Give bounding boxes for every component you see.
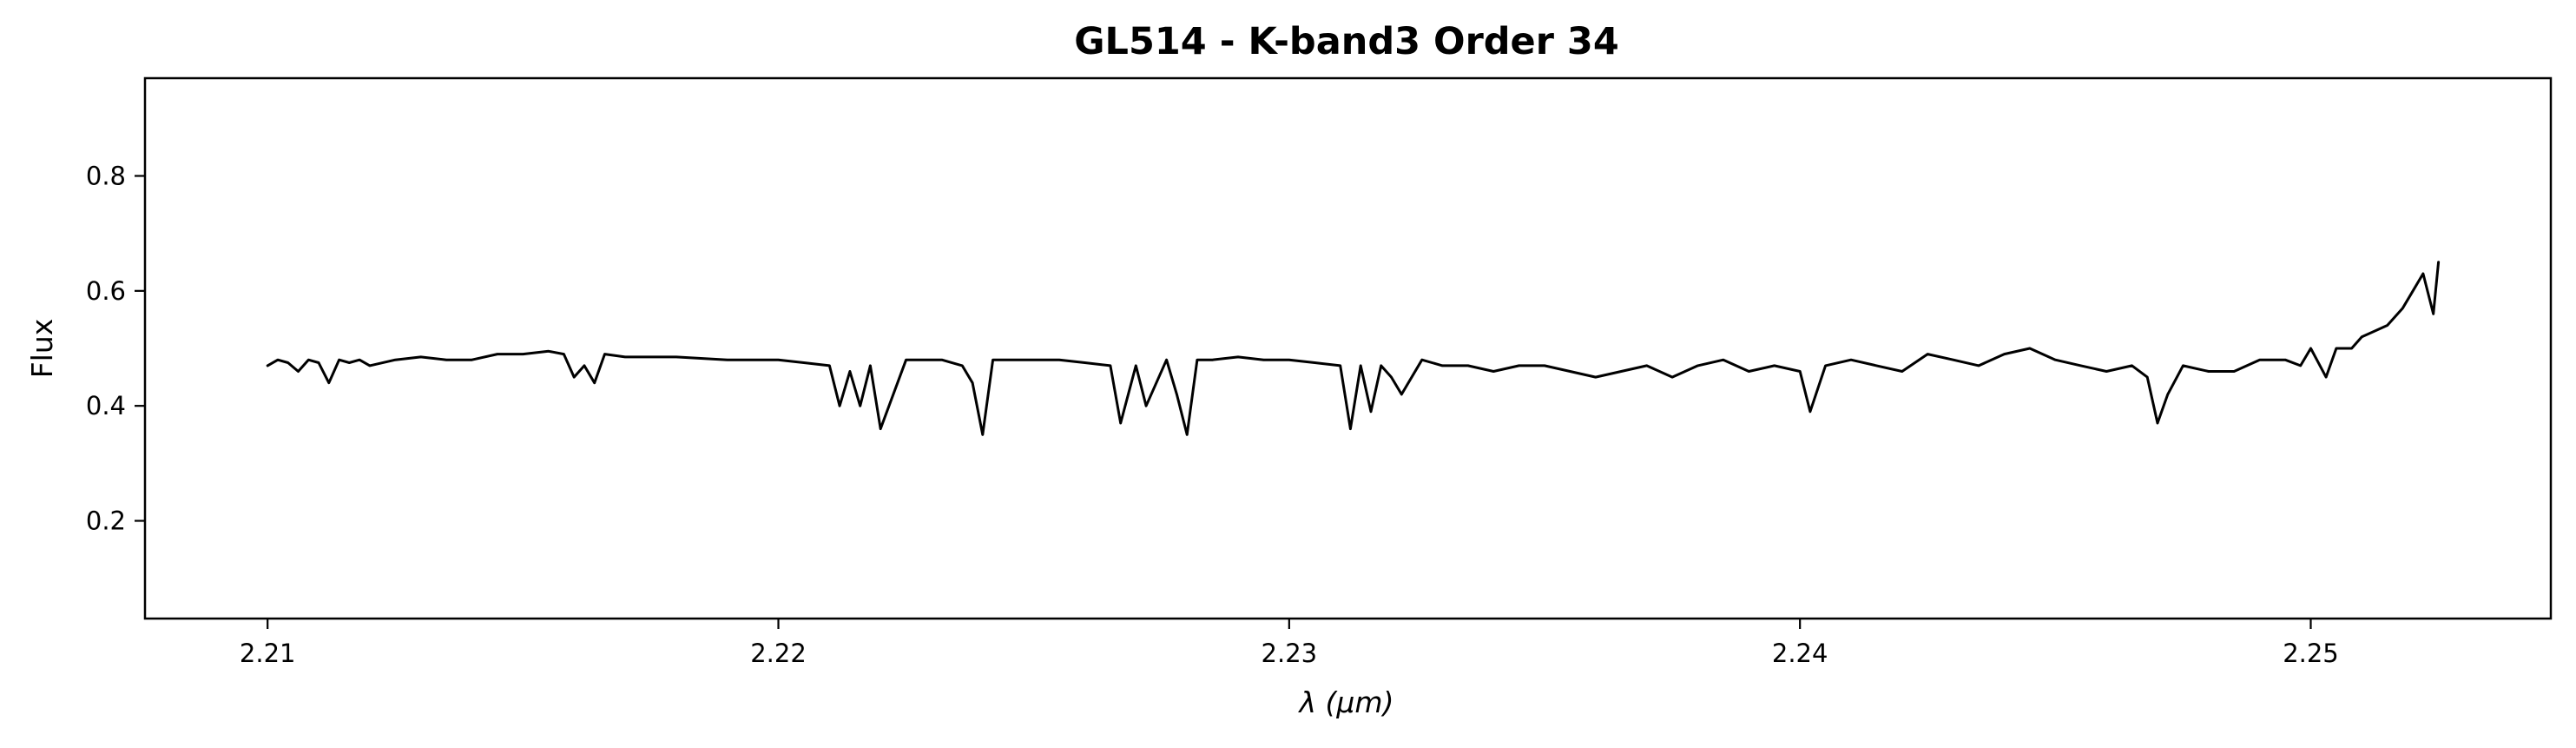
y-tick-label: 0.2 [86,506,126,536]
x-tick-label: 2.22 [750,639,807,668]
y-tick-label: 0.6 [86,276,126,306]
x-tick-label: 2.21 [240,639,296,668]
y-axis-label: Flux [25,319,59,379]
x-tick-label: 2.25 [2283,639,2339,668]
y-axis: 0.2 0.4 0.6 0.8 [86,161,145,536]
x-axis: 2.21 2.22 2.23 2.24 2.25 [240,619,2339,668]
x-tick-label: 2.23 [1262,639,1318,668]
spectrum-line-0 [266,261,2441,436]
axes-frame [143,76,2553,620]
y-tick-label: 0.8 [86,161,126,190]
y-tick-label: 0.4 [86,391,126,420]
chart-title: GL514 - K-band3 Order 34 [1074,20,1618,63]
plot-area [266,261,2441,436]
x-tick-label: 2.24 [1772,639,1828,668]
x-axis-label: λ (μm) [1298,685,1394,719]
